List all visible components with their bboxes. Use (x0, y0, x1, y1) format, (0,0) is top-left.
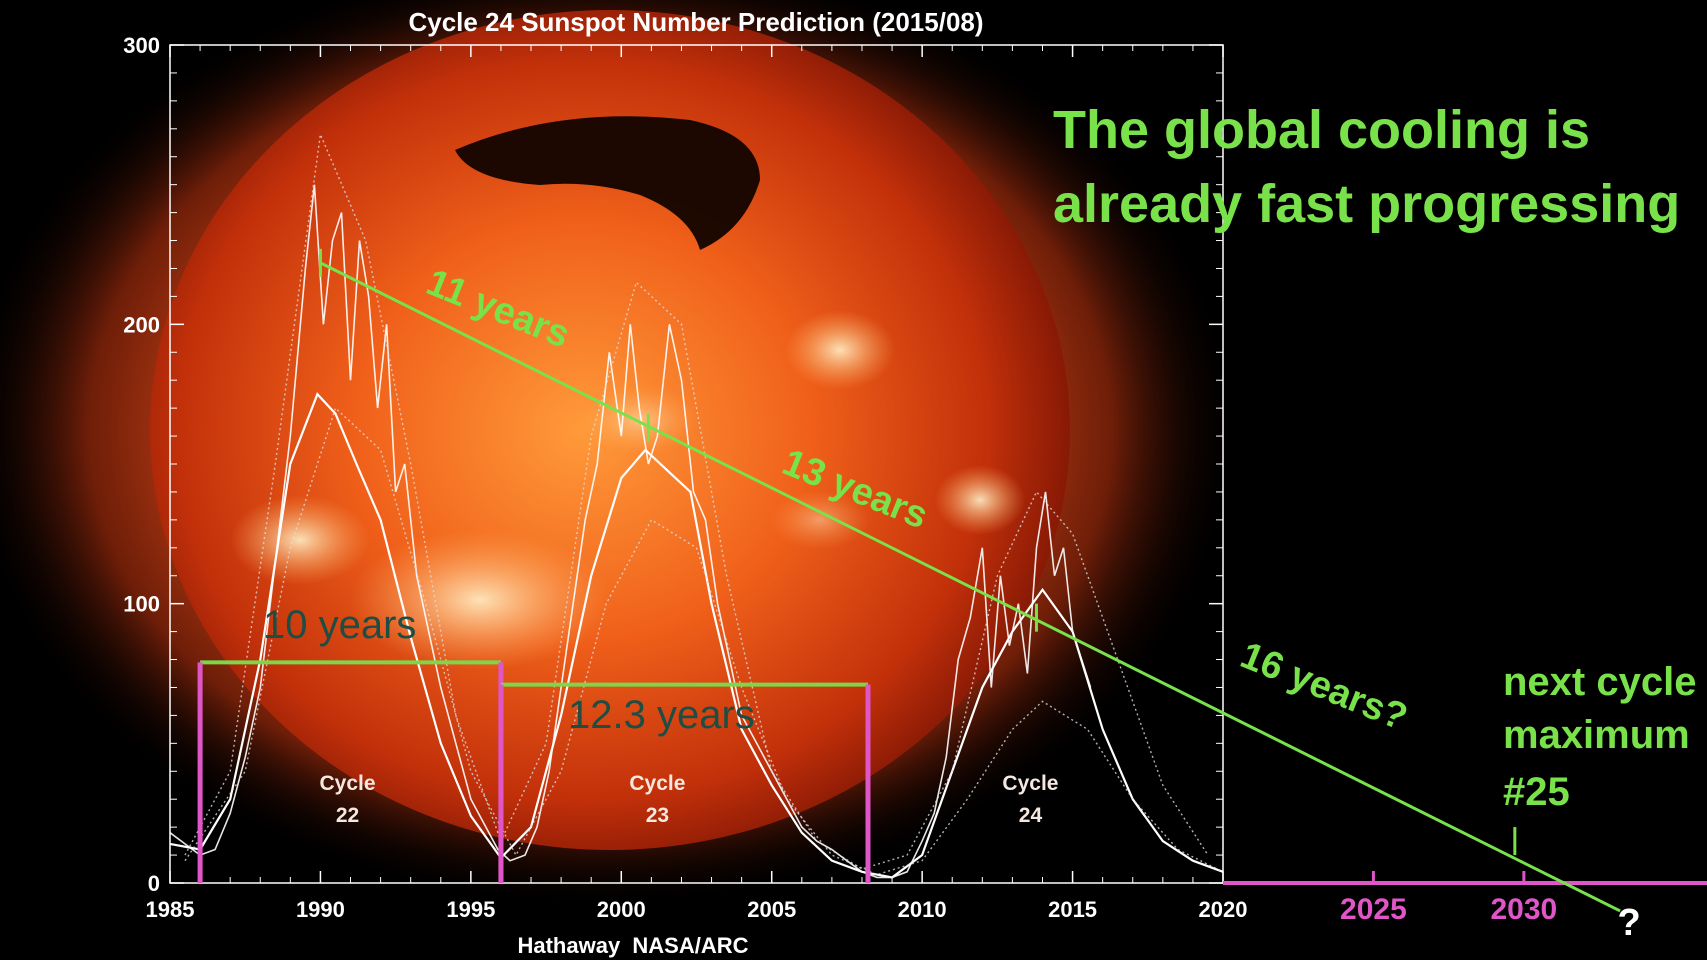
trend-line (318, 248, 1621, 913)
extended-axis: 2025 2030? (1223, 871, 1707, 944)
smoothed-series-line (169, 392, 1224, 879)
extended-tick-label: 2025 (1340, 893, 1407, 926)
headline-line-2: already fast progressing (1053, 174, 1680, 234)
next-cycle-line-1: next cycle (1503, 660, 1696, 704)
cycle-label: Cycle (1002, 772, 1058, 795)
label-12-3-years: 12.3 years (568, 693, 755, 737)
label-10-years: 10 years (263, 603, 416, 647)
cycle-label: Cycle (629, 772, 685, 795)
series-layer (169, 131, 1224, 879)
next-cycle-line-3: #25 (1503, 770, 1570, 814)
x-tick-label: 2020 (1199, 897, 1248, 922)
y-tick-label: 0 (148, 871, 160, 896)
next-cycle-line-2: maximum (1503, 713, 1690, 757)
headline-line-1: The global cooling is (1053, 100, 1590, 160)
y-tick-label: 200 (123, 312, 160, 337)
cycle-number: 24 (1019, 804, 1043, 827)
extended-tick-label: 2030 (1490, 893, 1557, 926)
chart-title: Cycle 24 Sunspot Number Prediction (2015… (408, 7, 983, 37)
cycle-number: 23 (646, 804, 669, 827)
extended-tick-label: ? (1618, 902, 1641, 944)
cycle-number: 22 (336, 804, 359, 827)
x-tick-label: 2015 (1048, 897, 1097, 922)
y-tick-label: 100 (123, 592, 160, 617)
x-tick-label: 1990 (296, 897, 345, 922)
cycle-labels: Cycle 22 Cycle 23 Cycle 24 (319, 772, 1058, 827)
x-tick-label: 2010 (898, 897, 947, 922)
x-tick-label: 2005 (747, 897, 796, 922)
label-16-years: 16 years? (1235, 634, 1413, 739)
x-tick-label: 1985 (146, 897, 195, 922)
chart-credit: Hathaway NASA/ARC (517, 933, 748, 958)
trend-line-segment (319, 261, 1621, 913)
y-tick-label: 300 (123, 33, 160, 58)
monthly-series-line (169, 184, 1092, 879)
y-axis-ticks: 0 100 200 300 (123, 33, 1223, 896)
cycle-length-brackets (197, 660, 871, 883)
x-tick-label: 2000 (597, 897, 646, 922)
x-tick-label: 1995 (446, 897, 495, 922)
cycle-label: Cycle (319, 772, 375, 795)
x-axis-ticks: 1985 1990 1995 2000 2005 2010 2015 2020 (146, 45, 1248, 922)
